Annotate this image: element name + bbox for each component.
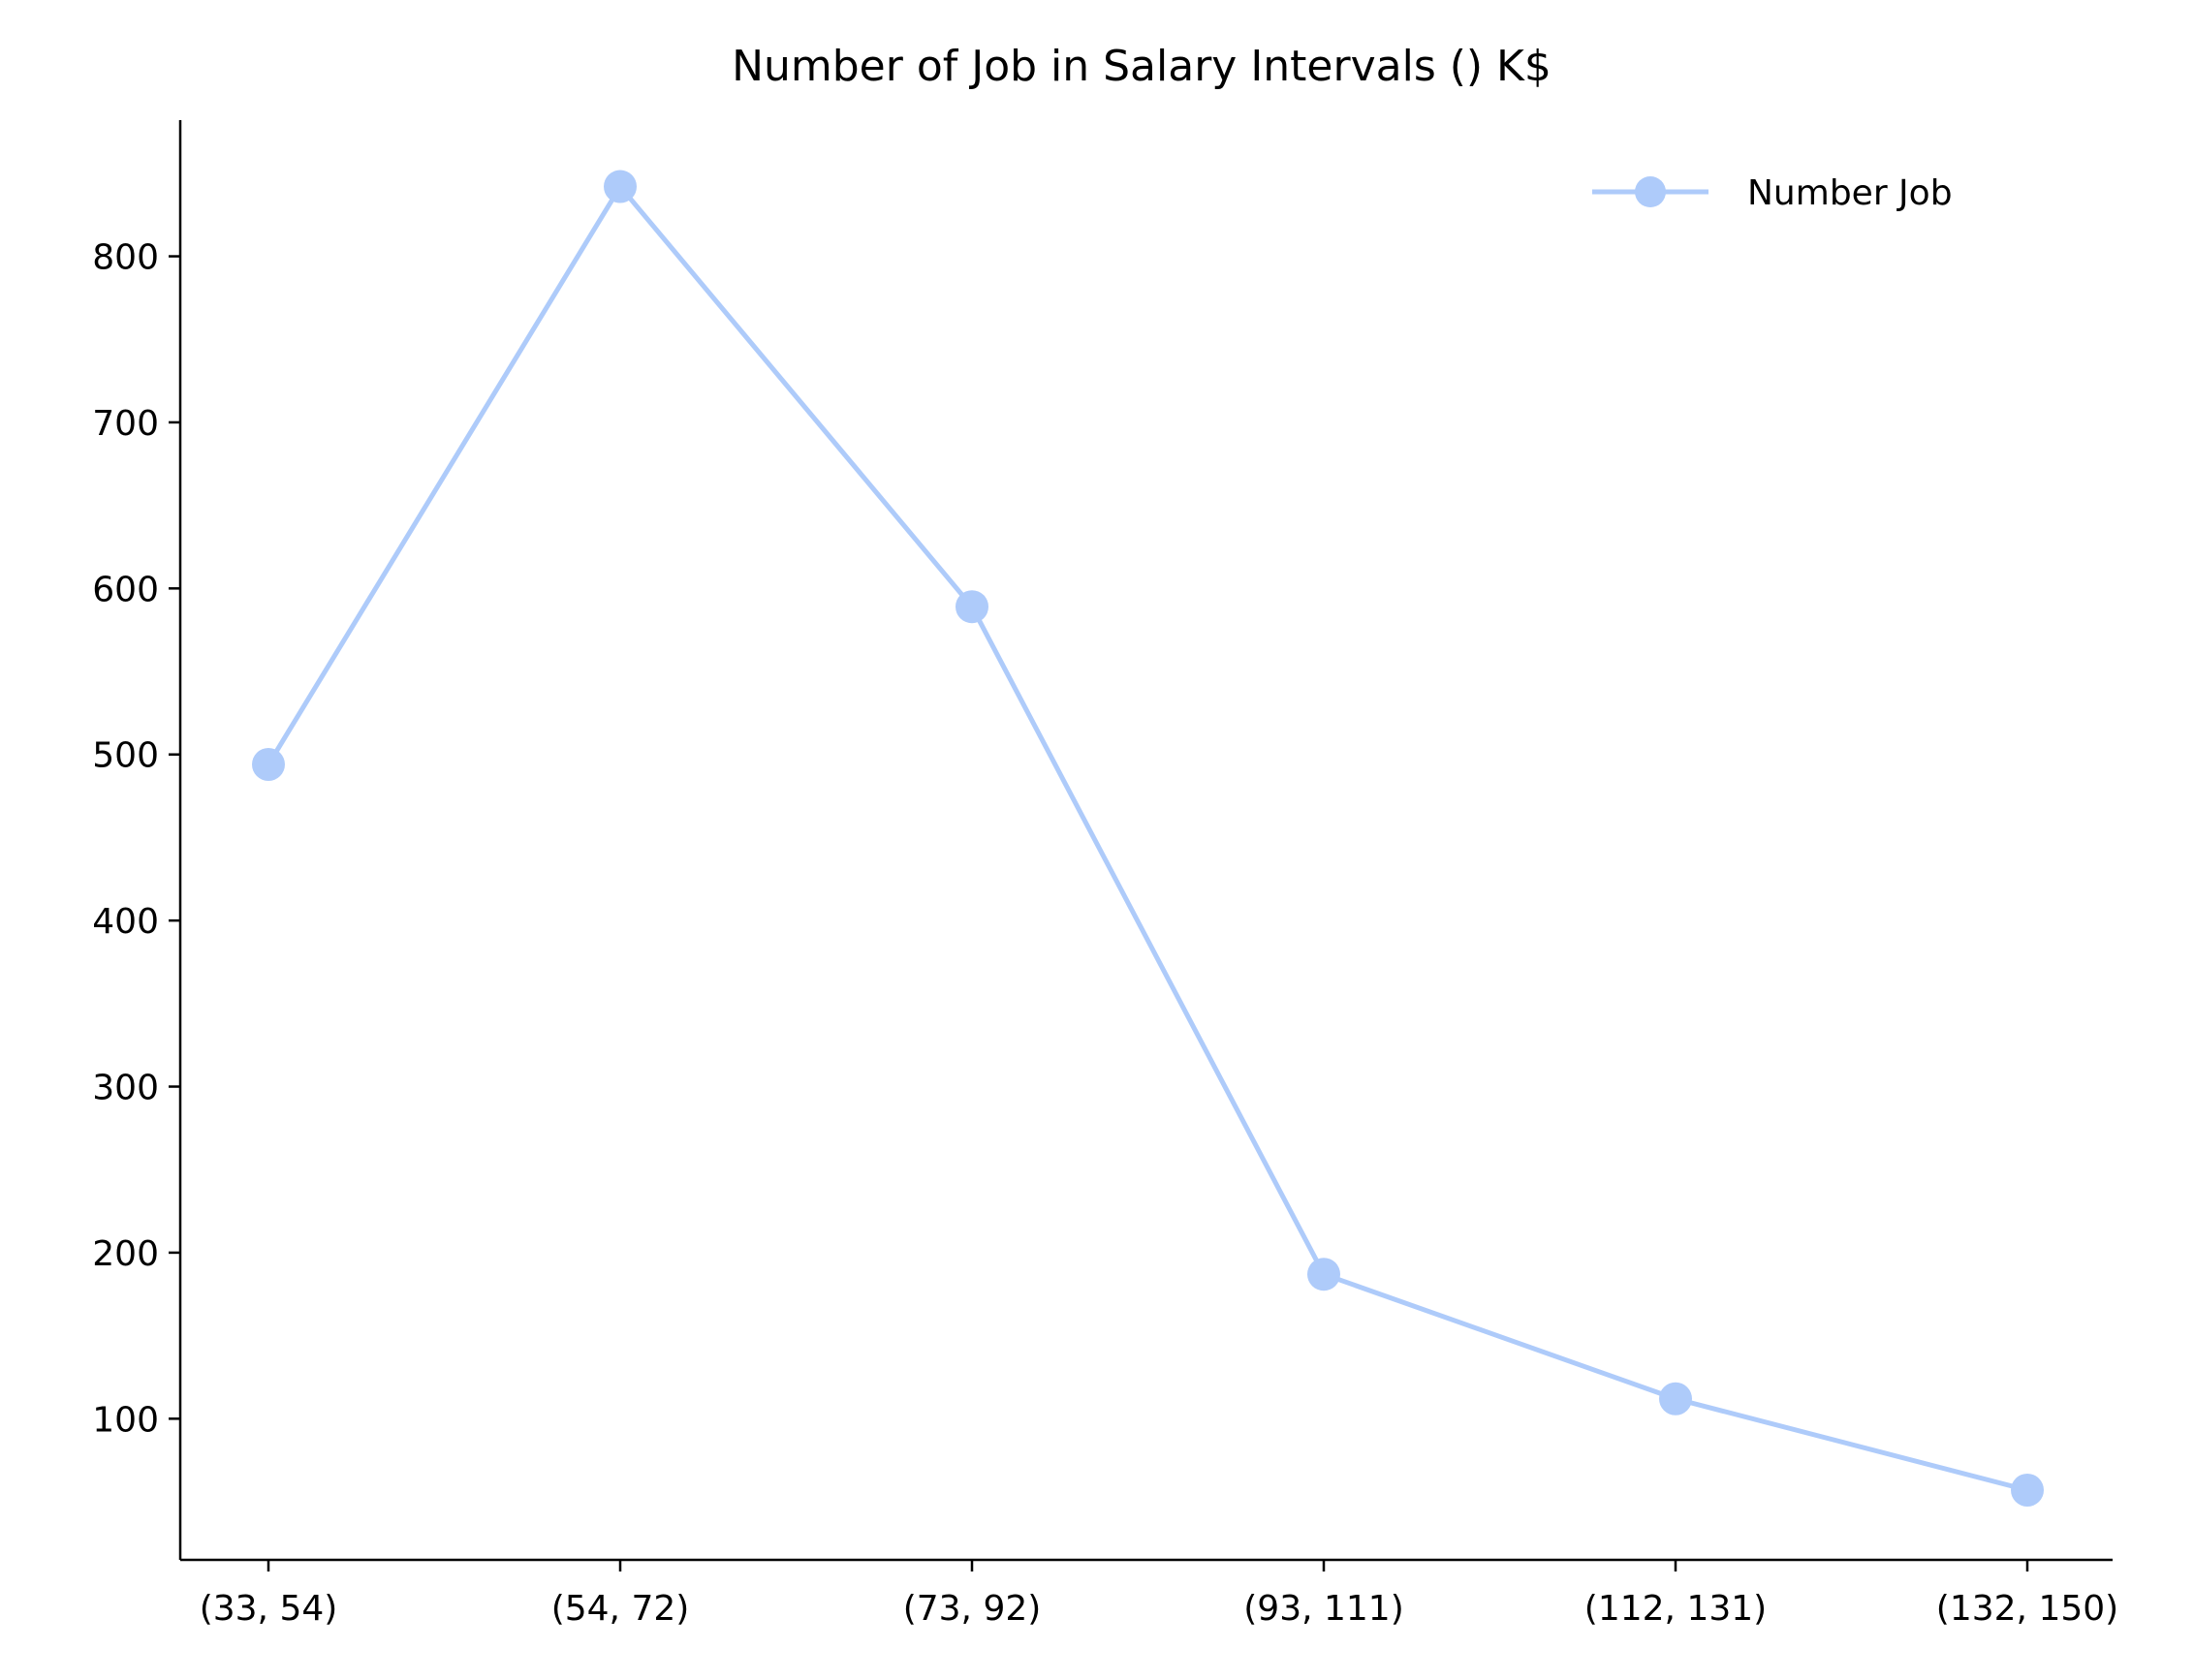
y-tick-label: 400 — [92, 902, 159, 942]
y-tick-label: 300 — [92, 1069, 159, 1108]
y-tick-label: 200 — [92, 1234, 159, 1274]
y-tick-label: 800 — [92, 238, 159, 278]
x-tick-label: (112, 131) — [1584, 1589, 1767, 1629]
series-line — [266, 184, 2030, 1493]
series-layer — [252, 170, 2044, 1508]
data-point — [604, 170, 637, 203]
y-tick-label: 700 — [92, 404, 159, 444]
x-ticks: (33, 54) (54, 72) (73, 92) (93, 111) (112, 1… — [200, 1560, 2118, 1629]
data-point — [1659, 1382, 1692, 1416]
data-point — [1307, 1258, 1340, 1291]
x-tick-label: (132, 150) — [1936, 1589, 2118, 1629]
y-ticks: 100 200 300 400 500 600 700 800 — [92, 238, 180, 1440]
data-point — [2011, 1474, 2044, 1508]
x-tick-label: (33, 54) — [200, 1589, 338, 1629]
data-point — [956, 590, 988, 624]
legend-marker — [1635, 176, 1666, 207]
x-tick-label: (54, 72) — [551, 1589, 690, 1629]
y-tick-label: 600 — [92, 570, 159, 609]
x-tick-label: (73, 92) — [903, 1589, 1042, 1629]
legend: Number Job — [1592, 173, 1953, 213]
axes — [178, 120, 2113, 1562]
legend-label: Number Job — [1747, 173, 1953, 213]
x-tick-label: (93, 111) — [1243, 1589, 1404, 1629]
y-tick-label: 500 — [92, 736, 159, 776]
y-tick-label: 100 — [92, 1400, 159, 1440]
chart-title: Number of Job in Salary Intervals () K$ — [732, 42, 1551, 91]
data-point — [252, 748, 285, 782]
